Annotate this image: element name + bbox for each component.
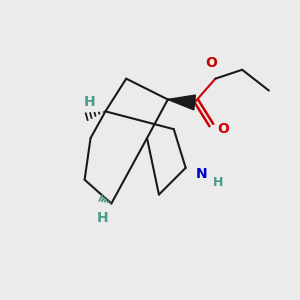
Text: N: N (196, 167, 208, 181)
Text: H: H (97, 212, 108, 225)
Text: O: O (217, 122, 229, 136)
Polygon shape (168, 95, 195, 110)
Text: O: O (205, 56, 217, 70)
Text: H: H (212, 176, 223, 189)
Text: H: H (83, 95, 95, 110)
